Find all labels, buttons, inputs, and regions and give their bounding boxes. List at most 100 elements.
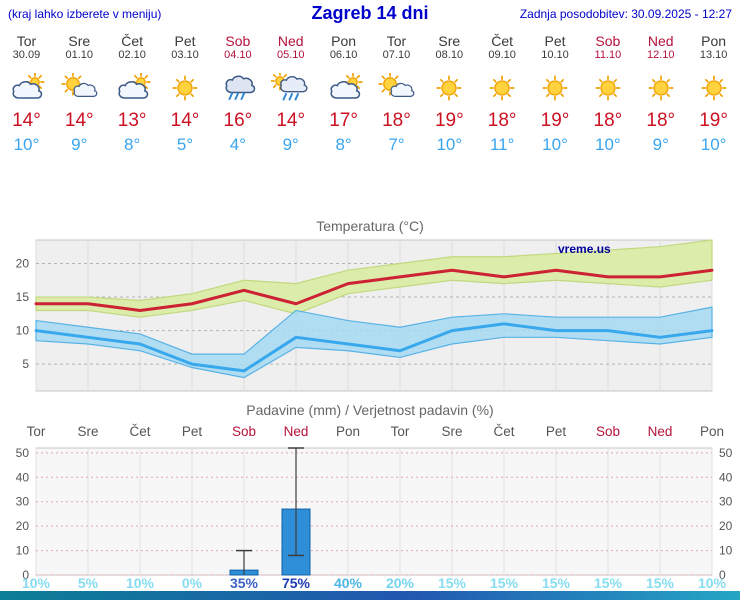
min-temperature: 9° [652, 135, 669, 154]
weather-icon-cloud-sun [324, 72, 364, 103]
precip-probability-row: 10% 5% 10% 0% 35% 75% 40% 20% 15% 15% 15% 15% 15% 10% [0, 575, 740, 592]
forecast-day-9: Sre 08.10 19° 10° [423, 28, 476, 176]
precip-probability: 15% [593, 575, 623, 591]
precip-probability: 75% [281, 575, 311, 591]
precipitation-chart: Tor Sre Čet Pet Sob Ned Pon Tor Sre Čet Pet Sob Ned P… [16, 424, 733, 580]
precip-day-label: Pon [336, 424, 360, 439]
day-date: 06.10 [329, 49, 358, 61]
temperature-chart: 5 10 15 20 vreme.us [16, 239, 714, 392]
forecast-day-12: Sob 11.10 18° 10° [581, 28, 634, 176]
day-name: Pet [544, 33, 566, 49]
forecast-day-6: Ned 05.10 14° 9° [264, 28, 317, 176]
precip-probability: 15% [489, 575, 519, 591]
precip-ytick-right: 50 [719, 446, 733, 460]
temp-ytick: 20 [16, 256, 30, 270]
day-name: Ned [277, 33, 304, 49]
weather-icon-sun [588, 73, 628, 103]
forecast-day-10: Čet 09.10 18° 11° [476, 28, 529, 176]
precip-ytick-left: 0 [22, 568, 29, 580]
precip-probability: 5% [77, 575, 99, 591]
precip-day-label: Sre [441, 424, 462, 439]
day-name: Sob [225, 33, 251, 49]
forecast-day-8: Tor 07.10 18° 7° [370, 28, 423, 176]
max-temperature: 18° [646, 110, 676, 131]
min-temperature-range-band [35, 306, 713, 379]
max-temperature: 13° [117, 110, 147, 131]
day-name: Ned [647, 33, 674, 49]
precip-ytick-left: 40 [16, 470, 30, 484]
max-temperature: 19° [540, 110, 570, 131]
forecast-day-2: Sre 01.10 14° 9° [53, 28, 106, 176]
day-date: 11.10 [594, 49, 622, 61]
day-date: 02.10 [118, 49, 146, 61]
weather-icon-sun-cloud [376, 72, 416, 103]
min-temperature: 9° [282, 135, 299, 154]
precip-day-label: Čet [493, 424, 514, 439]
weather-icon-sun [165, 73, 205, 103]
max-temperature: 14° [64, 110, 94, 131]
day-name: Čet [121, 33, 144, 49]
precip-probability: 0% [181, 575, 203, 591]
day-date: 04.10 [224, 49, 252, 61]
min-temperature: 10° [700, 135, 727, 154]
precip-day-label: Tor [27, 424, 46, 439]
max-temperature: 19° [699, 110, 728, 131]
min-temperature: 4° [229, 135, 246, 154]
weather-icon-sun [535, 73, 575, 103]
day-name: Sre [68, 33, 91, 49]
page-title: Zagreb 14 dni [311, 3, 429, 23]
weather-icon-rain [218, 73, 258, 103]
day-name: Pet [174, 33, 196, 49]
forecast-day-1: Tor 30.09 14° 10° [0, 28, 53, 176]
precip-ytick-right: 40 [719, 470, 733, 484]
precip-day-label: Sre [77, 424, 98, 439]
precip-day-label: Ned [284, 424, 309, 439]
max-temperature: 14° [12, 110, 41, 131]
max-temperature: 19° [434, 110, 464, 131]
min-temperature: 11° [489, 135, 515, 154]
max-temperature-line [34, 268, 714, 312]
precip-day-label: Pet [546, 424, 567, 439]
precip-day-label: Čet [129, 424, 150, 439]
forecast-day-5: Sob 04.10 16° 4° [211, 28, 264, 176]
day-name: Čet [491, 33, 514, 49]
day-name: Sre [438, 33, 461, 49]
day-date: 07.10 [382, 49, 411, 61]
min-temperature: 10° [595, 135, 621, 154]
weather-icon-sun [641, 73, 681, 103]
min-temperature: 10° [436, 135, 463, 154]
precip-day-label: Sob [232, 424, 256, 439]
min-temperature: 9° [71, 135, 88, 154]
weather-icon-sun [694, 73, 734, 103]
forecast-day-13: Ned 12.10 18° 9° [634, 28, 687, 176]
min-temperature: 10° [13, 135, 40, 154]
temp-ytick: 5 [22, 357, 29, 371]
temperature-chart-title: Temperatura (°C) [316, 218, 424, 234]
precip-probability: 40% [333, 575, 363, 591]
precip-ytick-right: 20 [719, 519, 733, 533]
max-temperature: 18° [487, 110, 517, 131]
forecast-day-11: Pet 10.10 19° 10° [529, 28, 582, 176]
precip-ytick-right: 0 [719, 568, 726, 580]
precipitation-chart-title: Padavine (mm) / Verjetnost padavin (%) [246, 402, 494, 418]
temp-ytick: 10 [16, 324, 30, 338]
weather-icon-cloud-sun [6, 72, 46, 103]
max-temperature-range-band [35, 239, 713, 318]
temp-ytick: 15 [16, 290, 30, 304]
min-temperature: 10° [542, 135, 568, 154]
forecast-day-4: Pet 03.10 14° 5° [159, 28, 212, 176]
day-date: 09.10 [488, 49, 516, 61]
min-temperature: 8° [124, 135, 141, 154]
precip-ytick-left: 30 [16, 495, 30, 509]
max-temperature: 18° [593, 110, 623, 131]
precip-probability: 15% [541, 575, 571, 591]
day-date: 10.10 [541, 49, 569, 61]
day-name: Pon [701, 33, 727, 49]
footer-bar [0, 591, 740, 600]
day-name: Tor [16, 33, 37, 49]
forecast-day-3: Čet 02.10 13° 8° [106, 28, 159, 176]
max-temperature: 16° [223, 110, 253, 131]
max-temperature: 14° [276, 110, 306, 131]
precip-day-label: Pet [182, 424, 203, 439]
